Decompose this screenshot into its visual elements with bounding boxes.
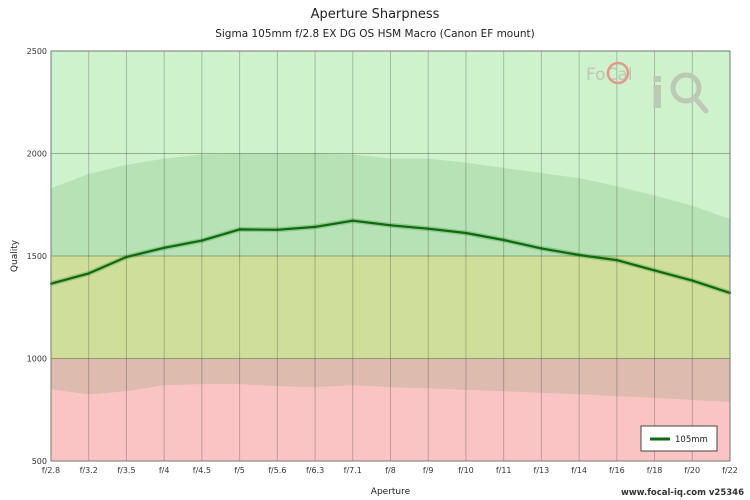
x-tick-label: f/9 xyxy=(423,466,434,475)
zone-poor xyxy=(51,358,730,461)
chart-title: Aperture Sharpness xyxy=(310,7,440,22)
data-point xyxy=(464,231,468,235)
logo-ring-icon xyxy=(606,61,630,85)
data-point xyxy=(502,238,505,242)
data-point xyxy=(200,239,204,242)
logo-handle-icon xyxy=(692,95,709,114)
data-point xyxy=(351,219,354,222)
x-tick-label: f/8 xyxy=(385,466,396,475)
x-tick-label: f/16 xyxy=(609,466,625,475)
x-tick-label: f/22 xyxy=(722,466,738,475)
x-tick-label: f/5.6 xyxy=(268,466,286,475)
data-point xyxy=(276,228,279,231)
zone-good xyxy=(51,51,730,256)
zone-ok xyxy=(51,256,730,359)
x-tick-label: f/5 xyxy=(234,466,245,475)
x-tick-label: f/18 xyxy=(647,466,663,475)
legend: 105mm xyxy=(640,425,718,452)
focal-iq-logo: FoCal i xyxy=(586,61,709,118)
logo-magnifier-icon xyxy=(670,72,702,104)
plot-border xyxy=(50,50,731,462)
y-tick-label: 1000 xyxy=(27,355,47,364)
chart-subtitle: Sigma 105mm f/2.8 EX DG OS HSM Macro (Ca… xyxy=(215,28,535,40)
x-tick-label: f/20 xyxy=(684,466,700,475)
x-tick-label: f/3.2 xyxy=(80,466,98,475)
data-point xyxy=(427,227,430,230)
y-tick-label: 1500 xyxy=(27,252,47,261)
legend-label: 105mm xyxy=(675,435,708,445)
data-point xyxy=(653,269,656,272)
x-axis-label: Aperture xyxy=(371,487,411,497)
x-tick-label: f/13 xyxy=(534,466,550,475)
data-point xyxy=(313,225,317,229)
y-tick-label: 500 xyxy=(32,457,47,466)
y-tick-label: 2000 xyxy=(27,150,47,159)
y-axis-label: Quality xyxy=(10,239,20,272)
footer-credit: www.focal-iq.com v25346 xyxy=(620,488,744,498)
x-tick-label: f/3.5 xyxy=(117,466,135,475)
data-point xyxy=(540,247,543,250)
y-tick-label: 2500 xyxy=(27,47,47,56)
data-point xyxy=(691,279,694,282)
x-tick-label: f/4 xyxy=(159,466,170,475)
x-tick-label: f/7.1 xyxy=(344,466,362,475)
data-point xyxy=(162,246,166,249)
x-tick-label: f/6.3 xyxy=(306,466,324,475)
x-tick-label: f/11 xyxy=(496,466,512,475)
data-point xyxy=(577,253,581,257)
data-point xyxy=(238,228,241,231)
data-point xyxy=(389,224,392,227)
logo-iq-text: i xyxy=(650,69,664,118)
x-tick-label: f/10 xyxy=(458,466,474,475)
data-point xyxy=(615,258,619,262)
x-tick-label: f/4.5 xyxy=(193,466,211,475)
data-point xyxy=(125,255,128,259)
x-tick-label: f/2.8 xyxy=(42,466,60,475)
variability-band xyxy=(51,153,730,402)
x-tick-label: f/14 xyxy=(571,466,587,475)
data-point xyxy=(87,272,90,275)
